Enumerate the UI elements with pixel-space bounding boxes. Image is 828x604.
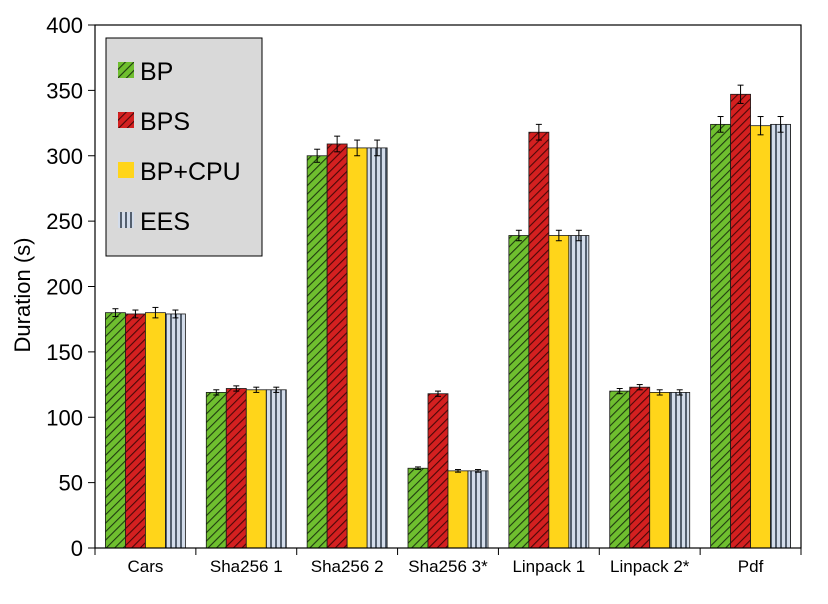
legend-item: BP+CPU — [118, 158, 241, 186]
error-bar — [415, 466, 421, 471]
bar-bp-cpu-linpack-1 — [548, 235, 570, 549]
error-bar — [575, 229, 582, 242]
legend: BP BPS BP+CPU EES — [105, 37, 263, 257]
error-bar — [616, 387, 623, 395]
error-bar — [435, 390, 441, 397]
plot-border — [94, 24, 802, 549]
y-axis-ticks: 0 50 100 150 200 250 300 350 400 — [46, 13, 95, 561]
x-tick-label: Sha256 1 — [210, 557, 283, 576]
error-bars — [112, 84, 784, 473]
error-bar — [334, 135, 341, 153]
legend-item: BP — [118, 58, 173, 86]
error-bar — [555, 229, 562, 242]
x-tick-label: Pdf — [738, 557, 764, 576]
error-bar — [636, 384, 643, 391]
plot-frame — [94, 24, 802, 549]
error-bar — [253, 386, 260, 393]
bar-bp-cpu-sha256-1 — [245, 389, 267, 549]
bar-bps-pdf — [730, 93, 751, 549]
legend-swatch — [118, 212, 134, 228]
error-bar — [213, 389, 220, 396]
legend-swatch — [118, 162, 134, 178]
error-bar — [475, 469, 481, 473]
y-tick-label: 0 — [71, 536, 83, 561]
bar-bp-cpu-sha256-3- — [447, 470, 469, 549]
bar-bp-sha256-1 — [205, 392, 227, 549]
error-bar — [354, 139, 361, 157]
bar-bps-linpack-2- — [629, 386, 651, 549]
error-bar — [777, 116, 784, 133]
y-tick-label: 250 — [46, 209, 83, 234]
error-bar — [757, 116, 764, 136]
y-tick-label: 300 — [46, 144, 83, 169]
bar-bp-cpu-cars — [145, 312, 166, 549]
bar-ees-cars — [165, 313, 186, 549]
bar-bp-cpu-sha256-2 — [346, 147, 368, 549]
legend-swatch — [118, 62, 134, 78]
bar-bps-sha256-2 — [326, 143, 348, 549]
error-bar — [455, 469, 461, 473]
y-tick-label: 50 — [59, 471, 83, 496]
bar-bp-pdf — [710, 123, 731, 549]
bar-ees-sha256-1 — [265, 389, 287, 549]
bars — [105, 93, 791, 549]
bar-bps-sha256-1 — [225, 388, 247, 549]
legend-swatch — [118, 112, 134, 128]
error-bar — [152, 306, 159, 319]
x-tick-label: Linpack 2* — [610, 557, 690, 576]
error-bar — [233, 385, 240, 392]
x-tick-label: Cars — [127, 557, 163, 576]
bar-ees-linpack-1 — [568, 235, 590, 549]
y-tick-label: 100 — [46, 405, 83, 430]
bar-bp-cpu-linpack-2- — [649, 392, 671, 549]
legend-item: BPS — [118, 108, 190, 136]
x-axis-ticks: Cars Sha256 1 Sha256 2 Sha256 3* Linpack 1 Li… — [94, 548, 802, 576]
legend-label: EES — [140, 208, 190, 236]
error-bar — [112, 308, 119, 318]
error-bar — [515, 229, 522, 242]
error-bar — [273, 386, 280, 393]
bar-bp-cars — [105, 312, 126, 549]
bar-ees-sha256-2 — [366, 147, 388, 549]
x-tick-label: Linpack 1 — [512, 557, 585, 576]
error-bar — [737, 84, 744, 104]
error-bar — [535, 123, 542, 141]
bar-ees-pdf — [770, 123, 791, 549]
error-bar — [656, 389, 663, 396]
bar-bps-linpack-1 — [528, 131, 550, 549]
bar-bp-linpack-1 — [508, 235, 530, 549]
bar-bp-sha256-2 — [306, 155, 328, 549]
bar-bp-sha256-3- — [407, 467, 429, 549]
bar-bp-cpu-pdf — [750, 125, 771, 549]
error-bar — [172, 309, 179, 319]
legend-item: EES — [118, 208, 190, 236]
error-bar — [676, 389, 683, 396]
bar-bp-linpack-2- — [609, 390, 631, 549]
legend-label: BPS — [140, 108, 190, 136]
error-bar — [132, 309, 139, 319]
error-bar — [717, 116, 724, 133]
y-axis-label: Duration (s) — [10, 238, 35, 353]
x-tick-label: Sha256 2 — [311, 557, 384, 576]
y-tick-label: 350 — [46, 78, 83, 103]
legend-label: BP+CPU — [140, 158, 241, 186]
y-tick-label: 150 — [46, 340, 83, 365]
bar-ees-linpack-2- — [669, 392, 691, 549]
error-bar — [374, 139, 381, 157]
bar-bps-cars — [125, 313, 146, 549]
bar-ees-sha256-3- — [467, 470, 489, 549]
y-tick-label: 400 — [46, 13, 83, 38]
y-tick-label: 200 — [46, 275, 83, 300]
x-tick-label: Sha256 3* — [408, 557, 488, 576]
error-bar — [314, 148, 321, 163]
bar-bps-sha256-3- — [427, 393, 449, 549]
legend-label: BP — [140, 58, 173, 86]
